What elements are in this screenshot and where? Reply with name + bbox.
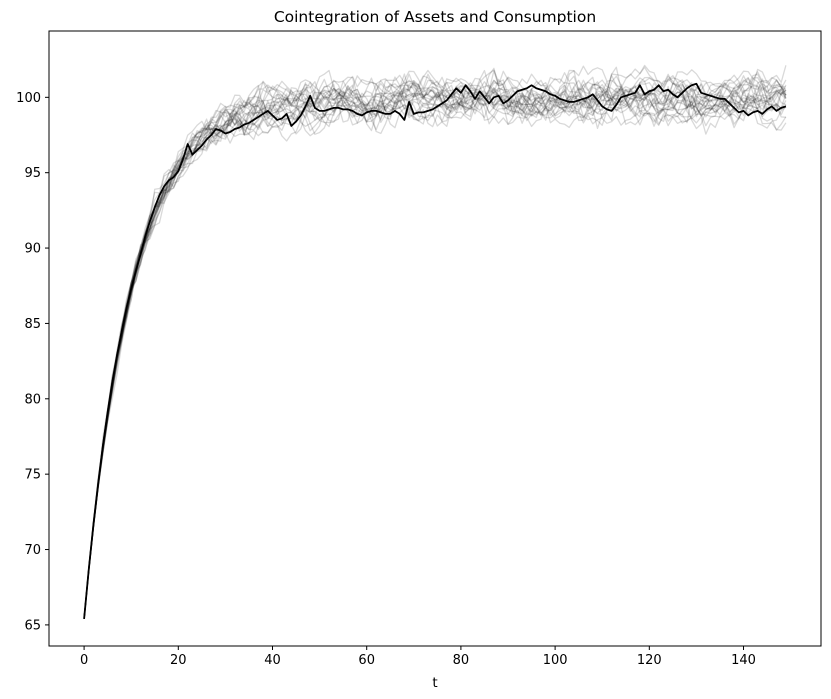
ensemble-path: [83, 73, 787, 619]
x-tick-label: 140: [731, 653, 756, 668]
x-tick-label: 100: [543, 653, 568, 668]
ensemble-path: [83, 68, 787, 619]
ensemble-path: [83, 70, 787, 619]
ensemble-path: [83, 69, 787, 619]
axes-spines: [48, 30, 822, 647]
x-tick-label: 20: [170, 653, 187, 668]
ensemble-path: [83, 73, 786, 619]
ensemble-path: [83, 76, 787, 619]
y-tick-label: 100: [16, 91, 41, 106]
plot-area: 0 20 40 60 80 100 120 140 65 70 75 80 85 90 95 100: [16, 30, 822, 668]
ensemble-path: [83, 69, 787, 619]
y-tick-label: 75: [24, 468, 41, 483]
chart-title: Cointegration of Assets and Consumption: [274, 8, 596, 26]
ensemble-path: [83, 67, 787, 619]
ensemble-path: [83, 86, 786, 619]
x-tick-label: 80: [453, 653, 470, 668]
y-tick-label: 70: [24, 543, 41, 558]
y-tick-label: 65: [24, 618, 41, 633]
ensemble-path: [83, 79, 787, 619]
ensemble-path: [83, 79, 787, 619]
x-tick-label: 60: [358, 653, 375, 668]
ensemble-path: [83, 66, 787, 619]
ensemble-path: [83, 76, 787, 619]
ensemble-path: [83, 65, 787, 619]
x-tick-label: 40: [264, 653, 281, 668]
x-tick-label: 0: [80, 653, 88, 668]
y-tick-label: 85: [24, 317, 41, 332]
x-tick-label: 120: [637, 653, 662, 668]
ensemble-path: [83, 84, 787, 619]
ensemble-path: [83, 74, 787, 619]
y-tick-label: 80: [24, 392, 41, 407]
ensemble-path: [83, 70, 787, 619]
ensemble-path: [83, 76, 786, 619]
y-tick-label: 90: [24, 242, 41, 257]
ensemble-path: [83, 69, 787, 619]
ensemble-path: [83, 66, 787, 619]
x-axis-label: t: [432, 675, 437, 691]
ensemble-path: [83, 72, 787, 619]
mean-line: [83, 82, 787, 619]
ensemble-path: [83, 78, 787, 619]
ensemble-path: [83, 76, 787, 619]
y-tick-label: 95: [24, 166, 41, 181]
